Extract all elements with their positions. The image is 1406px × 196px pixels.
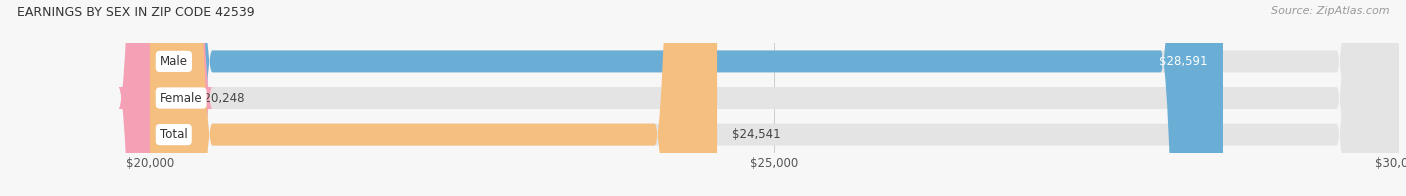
FancyBboxPatch shape bbox=[118, 0, 212, 196]
Text: Source: ZipAtlas.com: Source: ZipAtlas.com bbox=[1271, 6, 1389, 16]
FancyBboxPatch shape bbox=[150, 0, 717, 196]
FancyBboxPatch shape bbox=[150, 0, 1399, 196]
Text: Total: Total bbox=[160, 128, 187, 141]
Text: Female: Female bbox=[160, 92, 202, 104]
FancyBboxPatch shape bbox=[150, 0, 1399, 196]
FancyBboxPatch shape bbox=[150, 0, 1399, 196]
FancyBboxPatch shape bbox=[150, 0, 1223, 196]
Text: $24,541: $24,541 bbox=[733, 128, 780, 141]
Text: $28,591: $28,591 bbox=[1160, 55, 1208, 68]
Text: Male: Male bbox=[160, 55, 188, 68]
Text: EARNINGS BY SEX IN ZIP CODE 42539: EARNINGS BY SEX IN ZIP CODE 42539 bbox=[17, 6, 254, 19]
Text: $20,248: $20,248 bbox=[195, 92, 245, 104]
